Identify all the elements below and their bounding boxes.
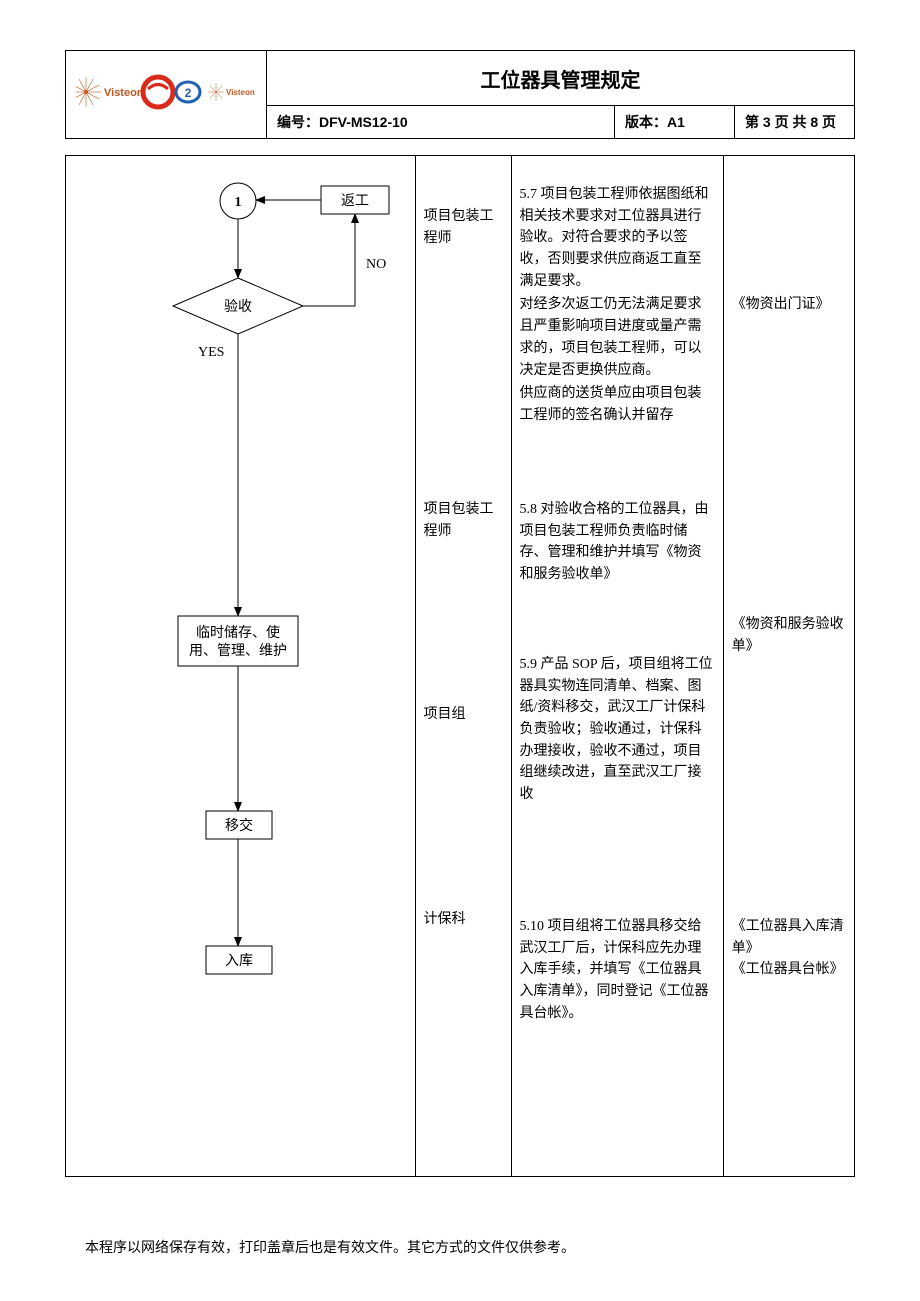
reference-block: 《物资出门证》 xyxy=(724,286,854,316)
docno-cell: 编号：DFV-MS12-10 xyxy=(267,106,615,139)
page-prefix: 第 xyxy=(745,114,759,130)
page-suffix: 页 xyxy=(822,114,836,130)
description-line: 供应商的送货单应由项目包装工程师的签名确认并留存 xyxy=(520,383,715,426)
footer-note: 本程序以网络保存有效，打印盖章后也是有效文件。其它方式的文件仅供参考。 xyxy=(65,1237,855,1257)
page-cell: 第 3 页 共 8 页 xyxy=(735,106,855,139)
flow-node-label: 返工 xyxy=(341,193,369,209)
company-logo: Visteon 2 Visteon xyxy=(76,68,256,116)
svg-text:2: 2 xyxy=(185,86,192,100)
flow-node-label: 移交 xyxy=(225,817,253,834)
flow-edge-label: YES xyxy=(198,345,224,360)
reference-column: 《物资出门证》《物资和服务验收单》《工位器具入库清单》《工位器具台帐》 xyxy=(723,156,854,1177)
logo-cell: Visteon 2 Visteon xyxy=(66,51,267,139)
version-value: A1 xyxy=(667,114,685,130)
description-line: 5.10 项目组将工位器具移交给武汉工厂后，计保科应先办理入库手续，并填写《工位… xyxy=(520,916,715,1024)
document-title: 工位器具管理规定 xyxy=(267,51,855,106)
description-line: 5.8 对验收合格的工位器具，由项目包装工程师负责临时储存、管理和维护并填写《物… xyxy=(520,499,715,586)
flow-edge xyxy=(303,214,355,306)
flow-node-label: 用、管理、维护 xyxy=(189,643,287,659)
reference-block: 《工位器具入库清单》《工位器具台帐》 xyxy=(724,908,854,981)
docno-value: DFV-MS12-10 xyxy=(319,114,408,130)
description-line: 对经多次返工仍无法满足要求且严重影响项目进度或量产需求的，项目包装工程师，可以决… xyxy=(520,294,715,381)
page-current: 3 xyxy=(763,114,771,130)
description-line: 5.7 项目包装工程师依据图纸和相关技术要求对工位器具进行验收。对符合要求的予以… xyxy=(520,184,715,292)
flow-node-label: 验收 xyxy=(224,299,252,315)
document-header: Visteon 2 Visteon 工 xyxy=(65,50,855,139)
page-mid: 页 共 xyxy=(775,114,807,130)
content-table: NO YES 1 返工验收临时储存、使用、管理、维护移交入库 项目包装工程师项目包装工… xyxy=(65,155,855,1177)
role-text: 项目包装工程师 xyxy=(416,491,511,542)
visteon-text-right: Visteon xyxy=(226,88,255,97)
flowchart-cell: NO YES 1 返工验收临时储存、使用、管理、维护移交入库 xyxy=(66,156,416,1177)
description-line: 5.9 产品 SOP 后，项目组将工位器具实物连同清单、档案、图纸/资料移交，武… xyxy=(520,654,715,806)
reference-line: 《物资和服务验收单》 xyxy=(732,614,846,657)
role-text: 项目组 xyxy=(416,696,511,726)
docno-label: 编号： xyxy=(277,114,319,130)
role-column: 项目包装工程师项目包装工程师项目组计保科 xyxy=(415,156,511,1177)
flowchart-svg: NO YES 1 返工验收临时储存、使用、管理、维护移交入库 xyxy=(66,156,411,1176)
reference-line: 《物资出门证》 xyxy=(732,294,846,316)
flow-edge-label: NO xyxy=(366,257,386,272)
flow-node-label: 入库 xyxy=(225,953,253,969)
role-text: 计保科 xyxy=(416,901,511,931)
reference-line: 《工位器具台帐》 xyxy=(732,959,846,981)
visteon-text-left: Visteon xyxy=(104,87,144,99)
version-label: 版本： xyxy=(625,114,667,130)
description-column: 5.7 项目包装工程师依据图纸和相关技术要求对工位器具进行验收。对符合要求的予以… xyxy=(511,156,723,1177)
description-block: 5.7 项目包装工程师依据图纸和相关技术要求对工位器具进行验收。对符合要求的予以… xyxy=(512,176,723,429)
description-block: 5.9 产品 SOP 后，项目组将工位器具实物连同清单、档案、图纸/资料移交，武… xyxy=(512,646,723,808)
reference-line: 《工位器具入库清单》 xyxy=(732,916,846,959)
description-block: 5.8 对验收合格的工位器具，由项目包装工程师负责临时储存、管理和维护并填写《物… xyxy=(512,491,723,588)
flow-node-label: 临时储存、使 xyxy=(196,624,280,641)
flow-node-label: 1 xyxy=(235,195,242,210)
version-cell: 版本：A1 xyxy=(615,106,735,139)
role-text: 项目包装工程师 xyxy=(416,198,511,249)
description-block: 5.10 项目组将工位器具移交给武汉工厂后，计保科应先办理入库手续，并填写《工位… xyxy=(512,908,723,1026)
page-total: 8 xyxy=(810,114,818,130)
reference-block: 《物资和服务验收单》 xyxy=(724,606,854,657)
